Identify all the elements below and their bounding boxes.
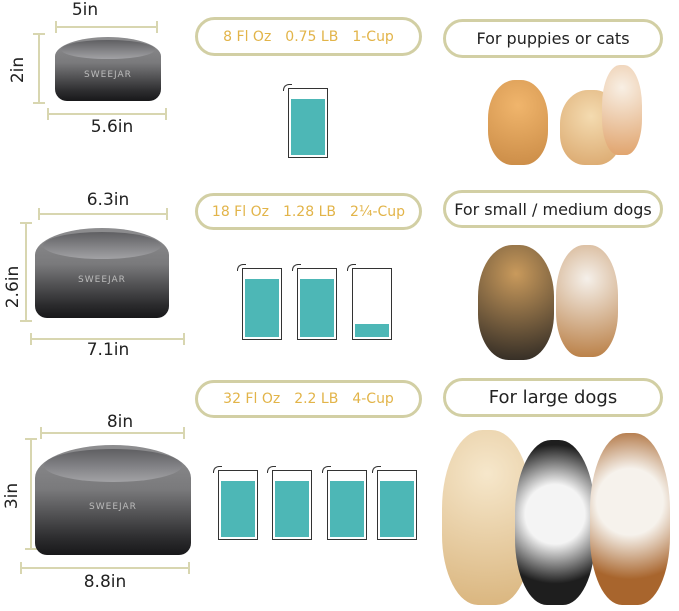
- bottom-width-line: [20, 562, 190, 574]
- weight: 0.75 LB: [285, 28, 339, 45]
- spec-pill: 8 Fl Oz 0.75 LB 1-Cup: [195, 17, 422, 56]
- use-pill: For large dogs: [443, 378, 663, 417]
- cups: 4-Cup: [352, 391, 394, 407]
- bowl-brand: SWEEJAR: [78, 274, 126, 285]
- measuring-cup: [267, 466, 312, 540]
- height-line: [20, 222, 32, 322]
- measuring-cup: [292, 264, 337, 340]
- measuring-cup: [283, 84, 328, 158]
- large-bowl: SWEEJAR: [35, 445, 191, 555]
- yorkie-image: [478, 245, 554, 360]
- spec-pill: 18 Fl Oz 1.28 LB 2¼-Cup: [195, 193, 422, 230]
- measuring-cup: [322, 466, 367, 540]
- height-label: 2.6in: [3, 265, 23, 309]
- bowl-brand: SWEEJAR: [89, 502, 137, 513]
- top-width-line: [38, 208, 168, 220]
- top-width-label: 5in: [71, 0, 99, 20]
- bottom-width-label: 5.6in: [90, 117, 134, 137]
- cups: 1-Cup: [352, 28, 394, 45]
- beagle-image: [590, 433, 670, 605]
- top-width-line: [40, 427, 185, 439]
- bottom-width-line: [30, 333, 185, 345]
- border-collie-image: [515, 440, 595, 605]
- height-line: [25, 438, 37, 550]
- weight: 1.28 LB: [282, 203, 336, 220]
- medium-bowl: SWEEJAR: [35, 228, 169, 318]
- kitten-image: [488, 80, 548, 165]
- capacity: 18 Fl Oz: [211, 203, 269, 220]
- height-label: 2in: [8, 56, 28, 84]
- top-width-label: 6.3in: [86, 190, 130, 210]
- measuring-cup: [237, 264, 282, 340]
- measuring-cup: [347, 264, 392, 340]
- weight: 2.2 LB: [294, 391, 339, 407]
- bottom-width-label: 8.8in: [83, 572, 127, 592]
- measuring-cup: [213, 466, 258, 540]
- bottom-width-label: 7.1in: [86, 340, 130, 360]
- cups: 2¼-Cup: [349, 203, 406, 220]
- cat-image: [602, 65, 642, 155]
- top-width-line: [55, 21, 158, 33]
- bottom-width-line: [47, 108, 167, 120]
- small-bowl: SWEEJAR: [55, 37, 161, 101]
- spec-pill: 32 Fl Oz 2.2 LB 4-Cup: [195, 380, 422, 418]
- use-pill: For small / medium dogs: [443, 190, 663, 228]
- bowl-brand: SWEEJAR: [84, 70, 132, 81]
- capacity: 8 Fl Oz: [223, 28, 272, 45]
- beagle-image: [556, 245, 618, 357]
- measuring-cup: [372, 466, 417, 540]
- top-width-label: 8in: [106, 412, 134, 432]
- use-pill: For puppies or cats: [443, 19, 663, 58]
- height-line: [33, 33, 45, 104]
- height-label: 3in: [2, 482, 22, 510]
- capacity: 32 Fl Oz: [223, 391, 281, 407]
